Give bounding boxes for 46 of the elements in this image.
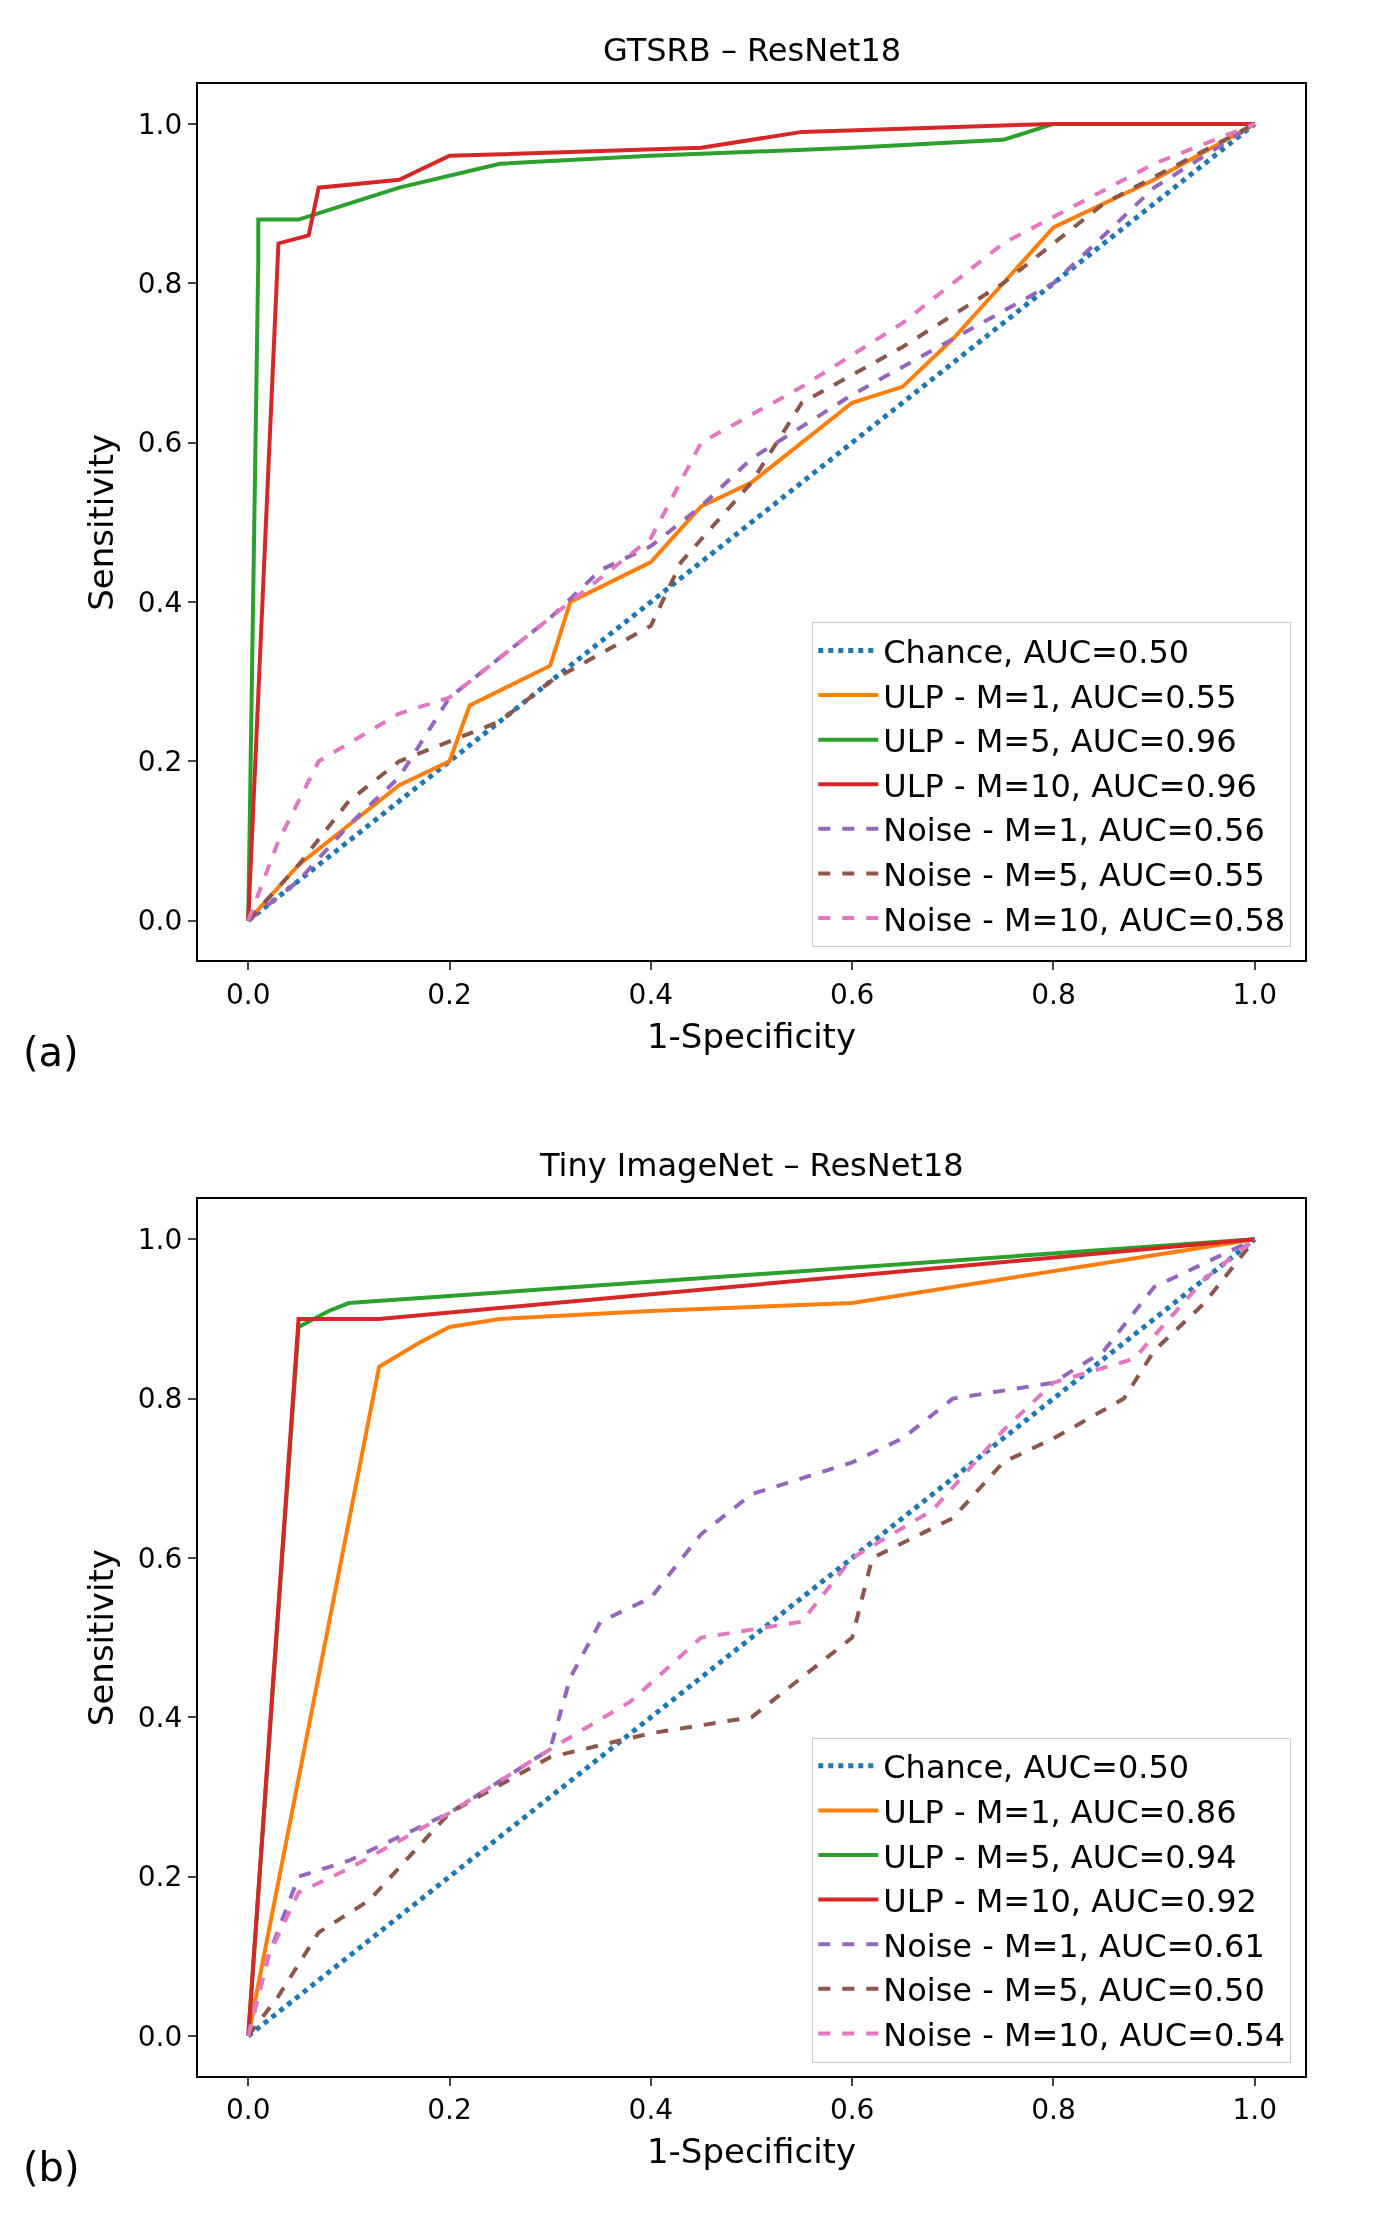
x-tick-label: 0.8	[1031, 2093, 1076, 2127]
y-tick-label: 0.8	[137, 1382, 183, 1416]
x-tick-label: 0.2	[427, 978, 472, 1012]
y-tick-label: 1.0	[137, 1223, 183, 1257]
y-axis-title: Sensitivity	[80, 433, 121, 611]
text: (b)	[23, 2144, 80, 2190]
x-tick-label: 1.0	[1232, 978, 1278, 1012]
legend-label: Noise - M=1, AUC=0.56	[883, 811, 1265, 850]
y-tick-label: 0.0	[137, 2019, 183, 2053]
y-axis-title: Sensitivity	[80, 1549, 121, 1727]
legend-label: Noise - M=5, AUC=0.50	[883, 1971, 1265, 2010]
x-tick-label: 0.6	[829, 978, 875, 1012]
x-tick-label: 0.6	[829, 2093, 875, 2127]
legend-label: ULP - M=5, AUC=0.94	[883, 1837, 1237, 1876]
x-axis-title: 1-Specificity	[646, 2131, 857, 2172]
x-tick-label: 0.4	[628, 2093, 674, 2127]
legend-label: Noise - M=10, AUC=0.54	[883, 2015, 1286, 2054]
legend-label: Chance, AUC=0.50	[883, 1748, 1190, 1787]
x-tick-label: 0.0	[225, 2093, 271, 2127]
y-tick-label: 0.6	[137, 1541, 183, 1575]
x-tick-label: 0.4	[628, 978, 674, 1012]
legend-label: Noise - M=5, AUC=0.55	[883, 855, 1265, 894]
legend-label: Noise - M=10, AUC=0.58	[883, 900, 1286, 939]
y-tick-label: 0.6	[137, 426, 183, 460]
x-tick-label: 0.0	[225, 978, 271, 1012]
y-tick-label: 0.2	[137, 1860, 183, 1894]
y-tick-label: 0.2	[137, 745, 183, 779]
chart-title: GTSRB – ResNet18	[603, 31, 902, 69]
y-tick-label: 0.8	[137, 267, 183, 301]
x-tick-label: 0.2	[427, 2093, 472, 2127]
legend-label: Noise - M=1, AUC=0.61	[883, 1926, 1265, 1965]
legend-label: ULP - M=1, AUC=0.55	[883, 677, 1237, 716]
legend-label: ULP - M=10, AUC=0.92	[883, 1882, 1257, 1921]
x-axis-title: 1-Specificity	[646, 1015, 857, 1056]
text: (a)	[23, 1029, 79, 1075]
legend-label: ULP - M=1, AUC=0.86	[883, 1792, 1237, 1831]
chart-title: Tiny ImageNet – ResNet18	[539, 1146, 964, 1184]
y-tick-label: 0.4	[137, 585, 183, 619]
x-tick-label: 0.8	[1031, 978, 1076, 1012]
y-tick-label: 0.0	[137, 904, 183, 938]
y-tick-label: 1.0	[137, 107, 183, 141]
legend-label: ULP - M=5, AUC=0.96	[883, 722, 1237, 761]
x-tick-label: 1.0	[1232, 2093, 1278, 2127]
legend-label: ULP - M=10, AUC=0.96	[883, 766, 1257, 805]
legend-label: Chance, AUC=0.50	[883, 632, 1190, 671]
y-tick-label: 0.4	[137, 1701, 183, 1735]
